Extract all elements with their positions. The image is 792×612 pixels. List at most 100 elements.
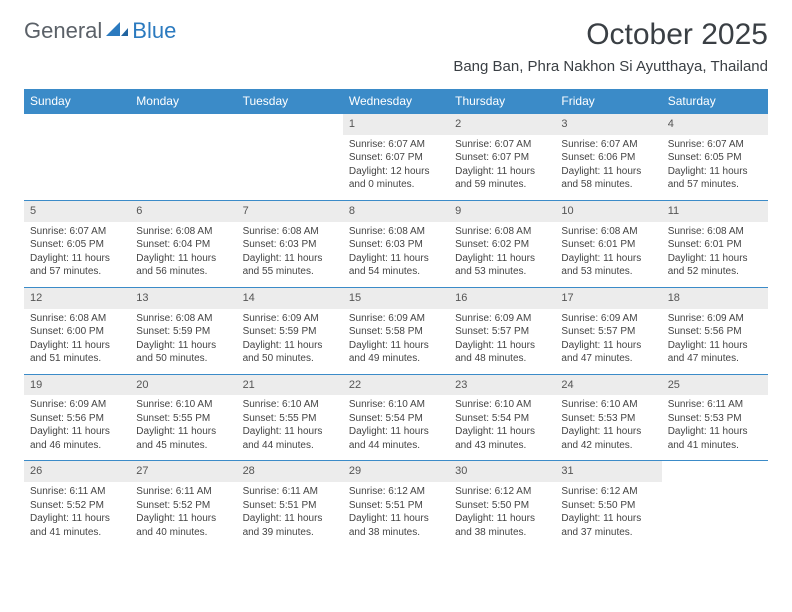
sunrise-text: Sunrise: 6:08 AM [455,225,549,239]
calendar-day-cell: 26Sunrise: 6:11 AMSunset: 5:52 PMDayligh… [24,461,130,547]
day-number [662,461,768,482]
day-number: 8 [343,201,449,222]
calendar-day-cell: 22Sunrise: 6:10 AMSunset: 5:54 PMDayligh… [343,374,449,461]
daylight-text: Daylight: 11 hours and 48 minutes. [455,339,549,366]
sunset-text: Sunset: 5:59 PM [136,325,230,339]
sunset-text: Sunset: 5:55 PM [136,412,230,426]
sunset-text: Sunset: 6:01 PM [561,238,655,252]
calendar-day-cell: 10Sunrise: 6:08 AMSunset: 6:01 PMDayligh… [555,200,661,287]
sunset-text: Sunset: 6:03 PM [349,238,443,252]
day-body: Sunrise: 6:11 AMSunset: 5:51 PMDaylight:… [237,482,343,547]
day-number: 28 [237,461,343,482]
day-number: 15 [343,288,449,309]
daylight-text: Daylight: 11 hours and 37 minutes. [561,512,655,539]
daylight-text: Daylight: 11 hours and 53 minutes. [561,252,655,279]
day-body: Sunrise: 6:07 AMSunset: 6:07 PMDaylight:… [343,135,449,200]
sunrise-text: Sunrise: 6:07 AM [561,138,655,152]
sunrise-text: Sunrise: 6:08 AM [349,225,443,239]
daylight-text: Daylight: 11 hours and 44 minutes. [349,425,443,452]
calendar-day-cell [24,114,130,201]
calendar-day-cell: 11Sunrise: 6:08 AMSunset: 6:01 PMDayligh… [662,200,768,287]
daylight-text: Daylight: 11 hours and 41 minutes. [668,425,762,452]
day-number: 26 [24,461,130,482]
day-header: Sunday [24,89,130,114]
day-body: Sunrise: 6:08 AMSunset: 6:04 PMDaylight:… [130,222,236,287]
day-number: 25 [662,375,768,396]
daylight-text: Daylight: 11 hours and 45 minutes. [136,425,230,452]
day-number: 2 [449,114,555,135]
daylight-text: Daylight: 11 hours and 58 minutes. [561,165,655,192]
sunset-text: Sunset: 5:52 PM [30,499,124,513]
calendar-week-row: 12Sunrise: 6:08 AMSunset: 6:00 PMDayligh… [24,287,768,374]
day-body: Sunrise: 6:11 AMSunset: 5:53 PMDaylight:… [662,395,768,460]
sunset-text: Sunset: 5:57 PM [561,325,655,339]
sunset-text: Sunset: 6:04 PM [136,238,230,252]
day-header: Saturday [662,89,768,114]
daylight-text: Daylight: 11 hours and 40 minutes. [136,512,230,539]
sunset-text: Sunset: 6:07 PM [455,151,549,165]
logo-text-blue: Blue [132,18,176,44]
calendar-day-cell: 30Sunrise: 6:12 AMSunset: 5:50 PMDayligh… [449,461,555,547]
calendar-day-cell [662,461,768,547]
day-body [237,135,343,160]
calendar-day-cell: 2Sunrise: 6:07 AMSunset: 6:07 PMDaylight… [449,114,555,201]
daylight-text: Daylight: 11 hours and 44 minutes. [243,425,337,452]
calendar-week-row: 1Sunrise: 6:07 AMSunset: 6:07 PMDaylight… [24,114,768,201]
calendar-day-cell: 28Sunrise: 6:11 AMSunset: 5:51 PMDayligh… [237,461,343,547]
day-body: Sunrise: 6:09 AMSunset: 5:56 PMDaylight:… [662,309,768,374]
day-body: Sunrise: 6:08 AMSunset: 6:02 PMDaylight:… [449,222,555,287]
day-number: 22 [343,375,449,396]
day-body: Sunrise: 6:09 AMSunset: 5:57 PMDaylight:… [449,309,555,374]
sunset-text: Sunset: 5:57 PM [455,325,549,339]
sunrise-text: Sunrise: 6:09 AM [561,312,655,326]
day-number: 13 [130,288,236,309]
day-number: 3 [555,114,661,135]
day-number: 31 [555,461,661,482]
day-number: 14 [237,288,343,309]
daylight-text: Daylight: 11 hours and 43 minutes. [455,425,549,452]
sunset-text: Sunset: 5:58 PM [349,325,443,339]
calendar-day-cell: 5Sunrise: 6:07 AMSunset: 6:05 PMDaylight… [24,200,130,287]
day-number: 24 [555,375,661,396]
sunrise-text: Sunrise: 6:10 AM [136,398,230,412]
day-body: Sunrise: 6:11 AMSunset: 5:52 PMDaylight:… [130,482,236,547]
calendar-day-cell: 14Sunrise: 6:09 AMSunset: 5:59 PMDayligh… [237,287,343,374]
sunrise-text: Sunrise: 6:07 AM [349,138,443,152]
day-number: 30 [449,461,555,482]
calendar-day-cell: 1Sunrise: 6:07 AMSunset: 6:07 PMDaylight… [343,114,449,201]
day-number: 10 [555,201,661,222]
logo-text-general: General [24,18,102,44]
calendar-day-cell [237,114,343,201]
calendar-day-cell: 24Sunrise: 6:10 AMSunset: 5:53 PMDayligh… [555,374,661,461]
sunrise-text: Sunrise: 6:07 AM [455,138,549,152]
title-block: October 2025 Bang Ban, Phra Nakhon Si Ay… [453,18,768,75]
calendar-day-cell: 13Sunrise: 6:08 AMSunset: 5:59 PMDayligh… [130,287,236,374]
sunrise-text: Sunrise: 6:08 AM [243,225,337,239]
calendar-day-cell: 8Sunrise: 6:08 AMSunset: 6:03 PMDaylight… [343,200,449,287]
day-number: 5 [24,201,130,222]
day-body [662,482,768,507]
daylight-text: Daylight: 12 hours and 0 minutes. [349,165,443,192]
sunset-text: Sunset: 6:07 PM [349,151,443,165]
daylight-text: Daylight: 11 hours and 38 minutes. [349,512,443,539]
sunset-text: Sunset: 5:56 PM [30,412,124,426]
day-number: 7 [237,201,343,222]
daylight-text: Daylight: 11 hours and 46 minutes. [30,425,124,452]
sunrise-text: Sunrise: 6:09 AM [349,312,443,326]
day-body [24,135,130,160]
calendar-table: SundayMondayTuesdayWednesdayThursdayFrid… [24,89,768,547]
day-body: Sunrise: 6:08 AMSunset: 6:01 PMDaylight:… [662,222,768,287]
day-number [237,114,343,135]
sunset-text: Sunset: 5:54 PM [455,412,549,426]
day-body: Sunrise: 6:09 AMSunset: 5:57 PMDaylight:… [555,309,661,374]
day-body: Sunrise: 6:10 AMSunset: 5:54 PMDaylight:… [449,395,555,460]
day-body: Sunrise: 6:08 AMSunset: 6:03 PMDaylight:… [237,222,343,287]
day-header: Wednesday [343,89,449,114]
day-body: Sunrise: 6:12 AMSunset: 5:50 PMDaylight:… [449,482,555,547]
sunrise-text: Sunrise: 6:09 AM [30,398,124,412]
sunrise-text: Sunrise: 6:08 AM [30,312,124,326]
calendar-day-cell: 20Sunrise: 6:10 AMSunset: 5:55 PMDayligh… [130,374,236,461]
day-number [130,114,236,135]
day-header: Thursday [449,89,555,114]
calendar-day-cell: 21Sunrise: 6:10 AMSunset: 5:55 PMDayligh… [237,374,343,461]
